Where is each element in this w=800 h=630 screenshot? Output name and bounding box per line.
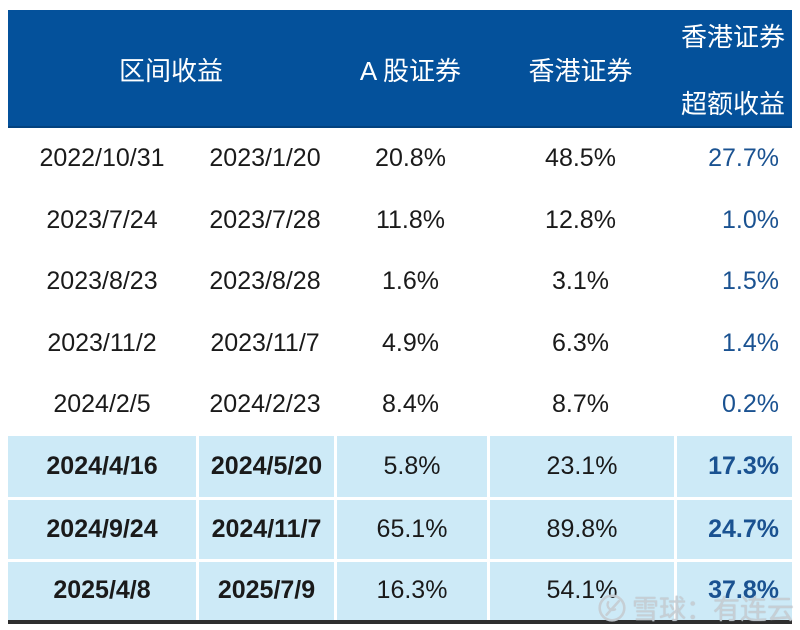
cell-end-date: 2024/5/20 — [196, 435, 334, 497]
header-hk-excess-line1: 香港证券 — [680, 22, 785, 52]
cell-hk-return: 23.1% — [487, 435, 674, 497]
cell-a-share-return: 20.8% — [375, 144, 446, 173]
cell-hk-return: 48.5% — [545, 144, 616, 173]
cell-excess-return: 0.2% — [722, 390, 779, 419]
cell-a-share-return: 5.8% — [334, 435, 487, 497]
header-hk: 香港证券 — [487, 10, 674, 128]
cell-a-share-return: 4.9% — [382, 328, 439, 357]
xueqiu-snowball-icon — [597, 593, 627, 623]
cell-hk-return: 8.7% — [552, 390, 609, 419]
cell-hk-return: 54.1% — [487, 558, 674, 620]
cell-a-share-return: 8.4% — [382, 390, 439, 419]
cell-end-date: 2023/1/20 — [209, 144, 321, 173]
cell-excess-return: 1.5% — [722, 267, 779, 296]
cell-excess-return: 37.8% — [674, 558, 792, 620]
cell-a-share-return: 16.3% — [334, 558, 487, 620]
watermark: 雪球：有连云 — [597, 588, 794, 627]
cell-hk-return: 6.3% — [552, 328, 609, 357]
cell-start-date: 2023/7/24 — [46, 205, 158, 234]
cell-excess-return: 17.3% — [674, 435, 792, 497]
cell-end-date: 2023/7/28 — [209, 205, 321, 234]
cell-start-date: 2023/11/2 — [47, 328, 157, 357]
cell-start-date: 2023/8/23 — [46, 267, 158, 296]
cell-start-date: 2024/4/16 — [8, 435, 196, 497]
cell-hk-return: 12.8% — [545, 205, 616, 234]
header-hk-excess-line2: 超额收益 — [680, 89, 785, 119]
cell-start-date: 2024/9/24 — [8, 497, 196, 559]
cell-excess-return: 24.7% — [674, 497, 792, 559]
cell-hk-return: 3.1% — [552, 267, 609, 296]
cell-start-date: 2024/2/5 — [53, 390, 151, 419]
cell-hk-return: 89.8% — [487, 497, 674, 559]
cell-end-date: 2023/11/7 — [210, 328, 320, 357]
cell-excess-return: 27.7% — [708, 144, 779, 173]
cell-end-date: 2023/8/28 — [209, 267, 321, 296]
cell-excess-return: 1.0% — [722, 205, 779, 234]
cell-a-share-return: 11.8% — [375, 205, 446, 234]
cell-end-date: 2024/2/23 — [209, 390, 321, 419]
header-a-share: A 股证券 — [334, 10, 487, 128]
cell-start-date: 2025/4/8 — [8, 558, 196, 620]
cell-end-date: 2025/7/9 — [196, 558, 334, 620]
cell-a-share-return: 65.1% — [334, 497, 487, 559]
cell-excess-return: 1.4% — [722, 328, 779, 357]
returns-table: 区间收益 A 股证券 香港证券 香港证券 超额收益 2022/10/31 202… — [8, 10, 792, 624]
cell-end-date: 2024/11/7 — [196, 497, 334, 559]
watermark-text: 雪球：有连云 — [632, 595, 794, 625]
header-interval-return: 区间收益 — [8, 10, 334, 128]
cell-start-date: 2022/10/31 — [39, 144, 165, 173]
header-hk-excess: 香港证券 超额收益 — [674, 10, 792, 128]
cell-a-share-return: 1.6% — [382, 267, 439, 296]
